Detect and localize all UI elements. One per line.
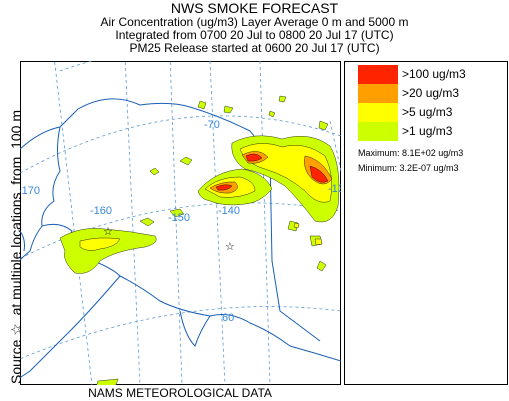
legend-minimum: Minimum: 3.2E-07 ug/m3 [358,163,459,173]
longitude-label: -150 [168,212,190,224]
legend-label: >1 ug/m3 [402,124,453,138]
legend-swatch [358,84,398,103]
alaska-southwest-coast [41,223,211,317]
meridian-line [169,61,183,385]
legend-label: >20 ug/m3 [402,86,460,100]
forecast-title: NWS SMOKE FORECAST [170,0,339,16]
legend-swatch [358,65,398,84]
coastline [20,98,341,379]
longitude-label: -140 [218,205,240,217]
canada-border [269,155,321,342]
legend-swatch [358,122,398,141]
source-star-icon: ☆ [225,240,235,253]
smoke-patch [293,222,323,246]
longitude-label: -130 [328,183,341,195]
parallel-line [20,115,341,174]
met-data-label: NAMS METEOROLOGICAL DATA [88,386,272,400]
alaska-west-coast [20,126,61,261]
legend-swatch [358,103,398,122]
meridian-line [124,61,141,385]
smoke-plumes [59,95,340,385]
alaska-north-coast [20,98,271,157]
russia-coast [20,230,25,252]
aleutian-chain [20,275,121,379]
smoke-patch [96,378,119,385]
meridian-line [54,61,93,385]
longitude-label: -70 [204,119,220,131]
longitude-label: -170 [20,185,40,197]
legend: >100 ug/m3 >20 ug/m3 >5 ug/m3 >1 ug/m3 M… [344,61,508,385]
parallel-line [20,202,341,259]
legend-label: >100 ug/m3 [402,67,466,81]
legend-label: >5 ug/m3 [402,105,453,119]
meridian-line [259,61,271,385]
map-frame [20,61,341,385]
latitude-label: 60 [222,312,234,324]
meridian-line [329,120,341,172]
legend-maximum: Maximum: 8.1E+02 ug/m3 [358,148,464,158]
plume-west-inner [79,237,121,251]
smoke-map: -70 -150 -140 -160 -170 60 -130 ☆ ☆ [20,61,341,385]
longitude-label: -160 [90,205,112,217]
source-star-icon: ☆ [103,225,113,238]
integration-subtitle: Integrated from 0700 20 Jul to 0800 20 J… [115,28,394,42]
plume-northeast-orange [241,151,333,185]
plume-northeast-red [245,153,329,183]
plume-central-red [215,184,233,191]
release-subtitle: PM25 Release started at 0600 20 Jul 17 (… [129,41,380,55]
kenai-peninsula [179,310,211,347]
gulf-coast [209,314,341,362]
plume-west-outer [59,228,157,274]
concentration-subtitle: Air Concentration (ug/m3) Layer Average … [100,15,409,29]
